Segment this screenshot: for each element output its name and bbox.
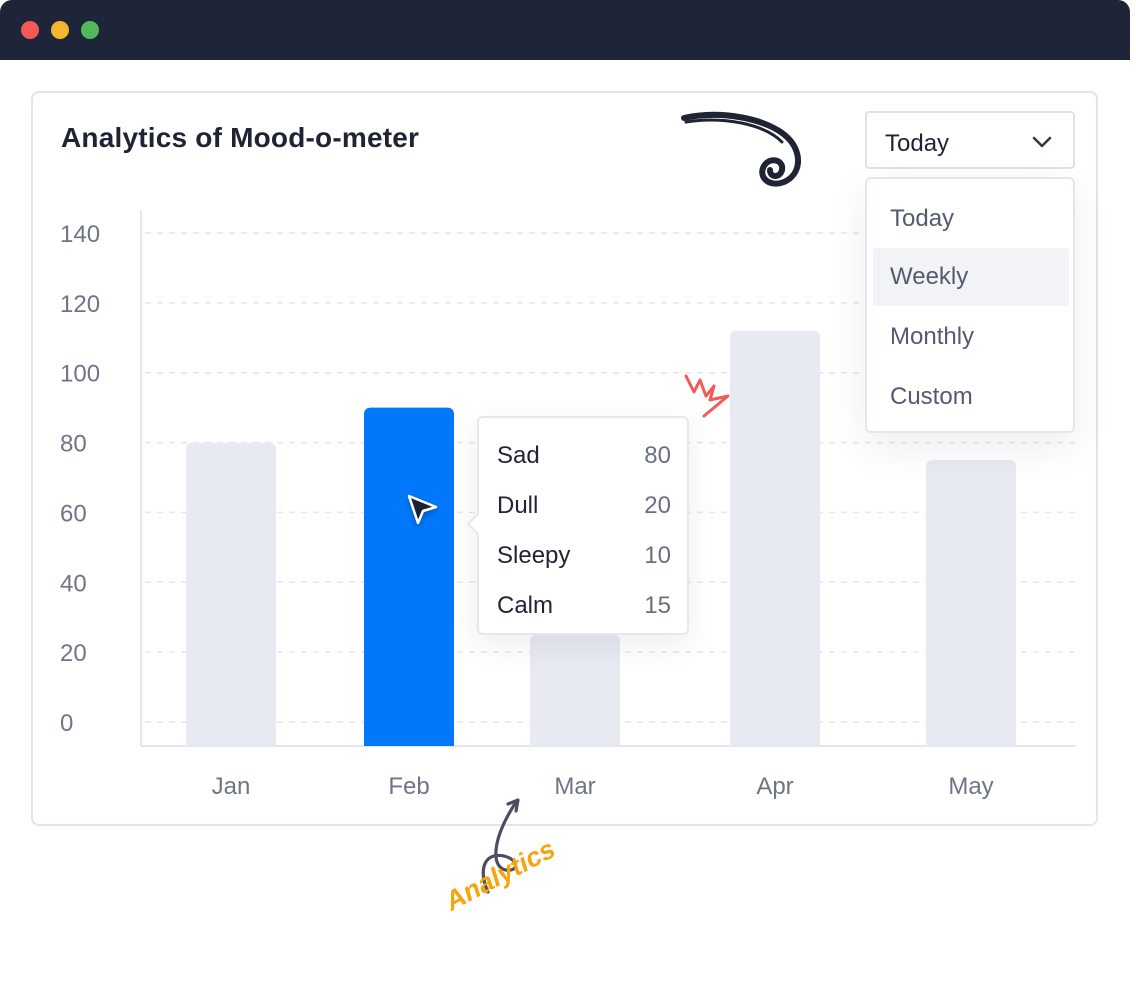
bar-mar [530,634,620,746]
tooltip-label: Dull [497,492,539,519]
period-select-value: Today [885,130,950,157]
curved-arrow-doodle-icon [481,798,520,894]
y-tick-label: 80 [60,431,87,458]
tooltip-row: Dull 20 [497,492,671,522]
tooltip-label: Sleepy [497,542,571,569]
chevron-down-icon [1032,136,1052,148]
tooltip-value: 15 [644,592,671,619]
minimize-window-button[interactable] [51,21,69,39]
dropdown-option-custom[interactable]: Custom [890,383,973,410]
x-tick-label: Jan [212,773,251,800]
tooltip-label: Sad [497,442,540,469]
bar-apr [730,330,820,746]
spark-doodle-icon [684,374,730,418]
tooltip-value: 20 [644,492,671,519]
bar-may [926,460,1016,746]
dropdown-option-monthly[interactable]: Monthly [890,323,975,350]
tooltip-value: 80 [644,442,671,469]
y-tick-label: 20 [60,640,87,667]
swirl-doodle-icon [681,111,801,187]
bar-jan [186,442,276,746]
bar-feb [364,407,454,746]
y-tick-label: 40 [60,570,87,597]
y-tick-label: 100 [60,361,100,388]
chart-tooltip: Sad 80 Dull 20 Sleepy 10 Calm 15 [466,416,689,635]
tooltip-value: 10 [644,542,671,569]
card-title: Analytics of Mood-o-meter [61,122,420,153]
tooltip-label: Calm [497,592,554,619]
y-tick-label: 140 [60,221,100,248]
tooltip-row: Sad 80 [497,442,671,472]
period-select[interactable]: Today [865,111,1075,169]
dropdown-option-weekly[interactable]: Weekly [873,248,1069,306]
period-dropdown-menu: Today Weekly Monthly Custom [865,177,1075,433]
y-tick-label: 60 [60,500,87,527]
tooltip-row: Sleepy 10 [497,542,671,572]
x-tick-label: May [948,773,993,800]
x-tick-label: Feb [388,773,429,800]
close-window-button[interactable] [21,21,39,39]
x-tick-label: Apr [756,773,793,800]
y-tick-label: 120 [60,291,100,318]
window-titlebar [0,0,1130,60]
mouse-pointer-icon [407,494,438,525]
dropdown-option-today[interactable]: Today [890,205,955,232]
maximize-window-button[interactable] [81,21,99,39]
x-tick-label: Mar [554,773,595,800]
tooltip-row: Calm 15 [497,592,671,622]
y-tick-label: 0 [60,710,73,737]
